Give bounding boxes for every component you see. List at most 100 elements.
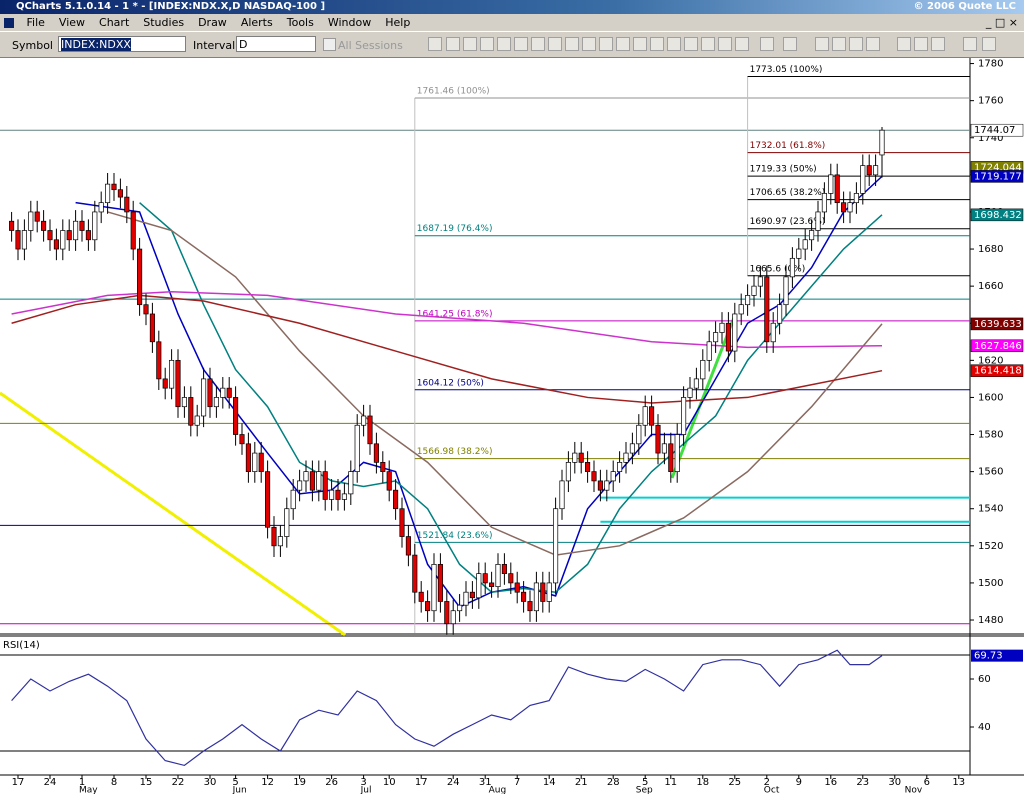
toolbar-button[interactable] (963, 37, 977, 51)
toolbar-button[interactable] (650, 37, 664, 51)
candle-body (393, 489, 399, 510)
y-tick-label: 1480 (978, 615, 1003, 626)
y-tick-label: 1560 (978, 467, 1003, 478)
month-label: Nov (905, 786, 923, 794)
candle-body (53, 239, 59, 250)
x-tick-label: 15 (140, 777, 153, 788)
toolbar-button[interactable] (735, 37, 749, 51)
candle-body (565, 462, 571, 482)
menu-item[interactable]: Alerts (240, 16, 273, 29)
chart-layer: 1480150015201540156015801600162016401660… (0, 59, 1024, 794)
fib-label: 1641.25 (61.8%) (417, 309, 493, 319)
menu-item[interactable]: File (26, 16, 45, 29)
fib-label: 1719.33 (50%) (750, 165, 817, 175)
menu-item[interactable]: Draw (198, 16, 227, 29)
y-tick-label: 1520 (978, 541, 1003, 552)
candle-body (623, 452, 629, 463)
x-tick-label: 12 (261, 777, 274, 788)
fib-label: 1687.19 (76.4%) (417, 224, 493, 234)
toolbar-button[interactable] (565, 37, 579, 51)
toolbar-button[interactable] (428, 37, 442, 51)
fib-label: 1706.65 (38.2%) (750, 188, 826, 198)
symbol-input[interactable]: INDEX:NDXX (58, 36, 186, 52)
candle-body (745, 295, 751, 306)
candle-body (661, 443, 667, 454)
toolbar-button[interactable] (480, 37, 494, 51)
candle-body (655, 424, 661, 454)
toolbar-button[interactable] (783, 37, 797, 51)
toolbar-button[interactable] (914, 37, 928, 51)
fib-label: 1604.12 (50%) (417, 378, 484, 388)
x-tick-label: 2 (764, 777, 770, 788)
toolbar-button[interactable] (701, 37, 715, 51)
menu-item[interactable]: View (58, 16, 86, 29)
candle-body (373, 443, 379, 463)
toolbar-button[interactable] (849, 37, 863, 51)
toolbar-button[interactable] (463, 37, 477, 51)
candle-body (521, 591, 527, 602)
toolbar-button[interactable] (982, 37, 996, 51)
interval-input[interactable]: D (236, 36, 316, 52)
toolbar-button[interactable] (897, 37, 911, 51)
toolbar-button[interactable] (446, 37, 460, 51)
candle-body (297, 480, 303, 491)
toolbar-button[interactable] (599, 37, 613, 51)
candle-body (245, 443, 251, 472)
candle-body (399, 508, 405, 537)
month-label: Jul (360, 786, 372, 794)
fib-label: 1665.6 (0%) (750, 264, 806, 274)
month-label: Oct (764, 786, 780, 794)
candle-body (117, 189, 123, 198)
window-controls[interactable]: _ □ × (985, 16, 1018, 29)
candle-body (770, 322, 776, 343)
y-tick-label: 1600 (978, 392, 1003, 403)
candle-body (162, 378, 168, 389)
x-tick-label: 30 (888, 777, 901, 788)
candle-body (495, 564, 501, 587)
toolbar-button[interactable] (760, 37, 774, 51)
toolbar-button[interactable] (718, 37, 732, 51)
menu-item[interactable]: Chart (99, 16, 130, 29)
symbol-label: Symbol (12, 39, 53, 52)
month-label: Sep (636, 786, 653, 794)
y-tick-label: 60 (978, 674, 991, 685)
toolbar-button[interactable] (667, 37, 681, 51)
y-tick-label: 1580 (978, 430, 1003, 441)
trendline[interactable] (0, 391, 346, 637)
menu-item[interactable]: Help (385, 16, 411, 29)
candle-body (783, 276, 789, 306)
candle-body (815, 211, 821, 231)
candle-body (207, 378, 213, 408)
toolbar-button[interactable] (815, 37, 829, 51)
toolbar-button[interactable] (832, 37, 846, 51)
x-tick-label: 25 (728, 777, 741, 788)
window-title: QCharts 5.1.0.14 - 1 * - [INDEX:NDX.X,D … (16, 1, 326, 12)
menu-bar: _ □ × File View Chart Studies Draw Alerts Tool… (0, 14, 1024, 31)
toolbar-button[interactable] (633, 37, 647, 51)
toolbar-button[interactable] (866, 37, 880, 51)
y-tick-label: 1760 (978, 96, 1003, 107)
fib-label: 1773.05 (100%) (750, 65, 823, 75)
fib-label: 1521.84 (23.6%) (417, 531, 493, 541)
menu-item[interactable]: Studies (143, 16, 185, 29)
menu-item[interactable]: Tools (286, 16, 314, 29)
menu-item[interactable]: Window (327, 16, 372, 29)
x-tick-label: 11 (664, 777, 677, 788)
toolbar-button[interactable] (497, 37, 511, 51)
candle-body (47, 230, 53, 241)
candle-body (687, 387, 693, 398)
toolbar-button[interactable] (582, 37, 596, 51)
toolbar-button[interactable] (931, 37, 945, 51)
y-tick-label: 1740 (978, 133, 1003, 144)
y-tick-label: 1680 (978, 244, 1003, 255)
candle-body (265, 471, 271, 528)
toolbar-button[interactable] (684, 37, 698, 51)
candle-body (853, 193, 859, 204)
toolbar-button[interactable] (531, 37, 545, 51)
toolbar-button[interactable] (616, 37, 630, 51)
toolbar-button[interactable] (548, 37, 562, 51)
sessions-checkbox[interactable] (323, 38, 336, 51)
trendline[interactable] (670, 314, 737, 479)
candle-body (796, 248, 802, 259)
toolbar-button[interactable] (514, 37, 528, 51)
